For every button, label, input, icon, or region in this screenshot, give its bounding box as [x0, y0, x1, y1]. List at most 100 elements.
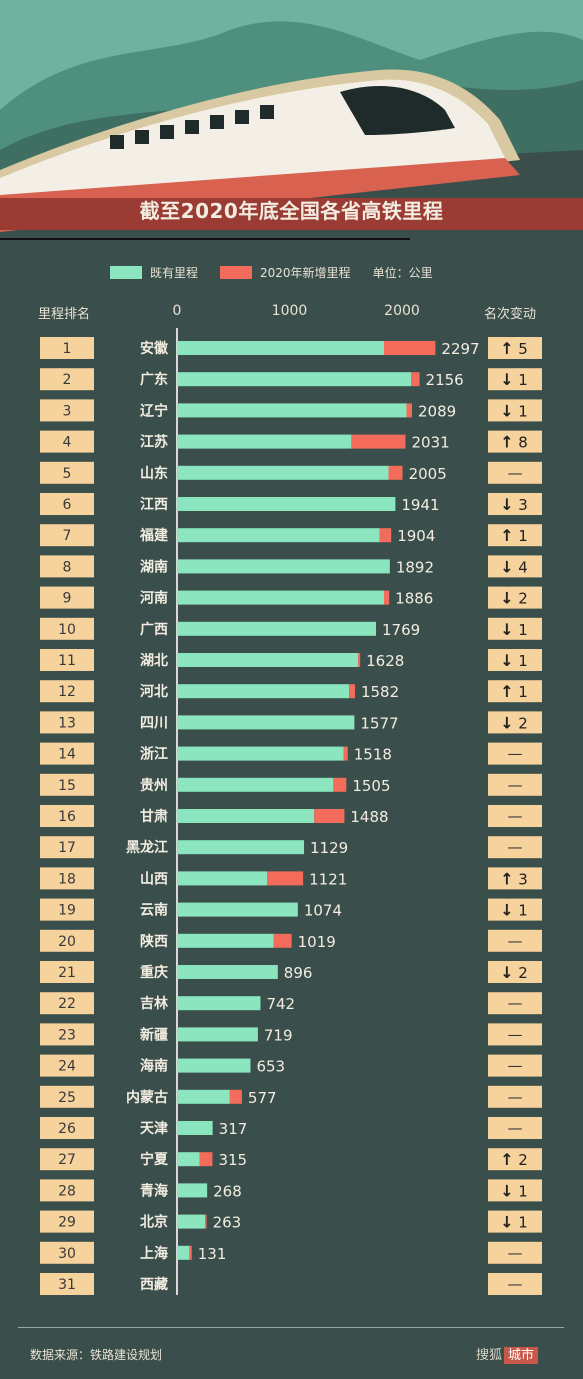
rank-label: 30	[58, 1246, 76, 1262]
bar-added	[267, 871, 304, 886]
change-label: —	[508, 1057, 523, 1075]
change-arrow-icon: ↑	[500, 682, 513, 701]
bar-existing	[177, 840, 305, 855]
change-label: 1	[518, 652, 528, 670]
bar-added	[384, 341, 436, 355]
change-badge	[488, 1148, 542, 1171]
total-label: 1518	[354, 746, 392, 764]
province-label: 江西	[140, 496, 168, 513]
change-arrow-icon: ↓	[500, 401, 513, 420]
bar-existing	[177, 559, 390, 574]
rank-label: 23	[58, 1027, 76, 1043]
change-label: 1	[518, 683, 528, 701]
change-label: 4	[518, 558, 528, 576]
change-badge	[488, 1210, 542, 1233]
rank-badge	[40, 1210, 94, 1233]
change-label: —	[508, 1119, 523, 1137]
unit-label: 单位：公里	[372, 266, 433, 280]
bar-existing	[177, 809, 315, 823]
total-label: 1129	[310, 839, 348, 857]
province-label: 海南	[140, 1058, 168, 1075]
change-badge	[488, 867, 542, 890]
change-label: —	[508, 1025, 523, 1043]
change-arrow-icon: ↑	[500, 1150, 513, 1169]
change-label: 1	[518, 402, 528, 420]
title-underline	[0, 238, 410, 240]
change-label: 2	[518, 1151, 528, 1169]
rank-badge	[40, 586, 94, 609]
total-label: 1892	[396, 558, 434, 576]
change-arrow-icon: ↓	[500, 557, 513, 576]
rank-badge	[40, 1023, 94, 1046]
bar-existing	[177, 434, 352, 449]
province-label: 甘肃	[140, 808, 168, 825]
change-label: 1	[518, 621, 528, 639]
change-badge	[488, 1179, 542, 1202]
bar-existing	[177, 590, 384, 605]
rank-label: 17	[58, 840, 76, 856]
rank-header: 里程排名	[38, 307, 91, 322]
change-badge	[488, 617, 542, 640]
x-tick-1000: 1000	[271, 303, 308, 319]
legend-unit: 单位：公里	[373, 264, 433, 281]
rank-badge	[40, 836, 94, 859]
rank-badge	[40, 368, 94, 391]
province-label: 重庆	[140, 964, 168, 981]
rank-badge	[40, 711, 94, 734]
rank-badge	[40, 430, 94, 453]
bar-existing	[177, 1058, 251, 1073]
total-label: 2297	[441, 340, 479, 358]
legend: 既有里程 2020年新增里程 单位：公里	[110, 264, 455, 281]
change-arrow-icon: ↓	[500, 495, 513, 514]
province-label: 青海	[140, 1182, 168, 1199]
total-label: 653	[256, 1058, 285, 1076]
change-arrow-icon: ↓	[500, 713, 513, 732]
change-badge	[488, 586, 542, 609]
change-badge	[488, 493, 542, 515]
change-badge	[488, 992, 542, 1015]
province-label: 贵州	[140, 777, 168, 794]
brand-tag: 城市	[504, 1347, 539, 1364]
total-label: 1019	[298, 933, 336, 951]
rank-label: 26	[58, 1121, 76, 1137]
change-label: —	[508, 1088, 523, 1106]
change-label: —	[508, 776, 523, 794]
brand-logo: 搜狐 城市	[476, 1344, 539, 1364]
rank-badge	[40, 524, 94, 547]
change-arrow-icon: ↓	[500, 963, 513, 982]
legend-added-swatch	[220, 266, 253, 279]
bar-existing	[177, 746, 344, 761]
bar-existing	[177, 777, 334, 792]
total-label: 263	[213, 1214, 242, 1232]
total-label: 317	[219, 1120, 248, 1138]
province-label: 四川	[140, 715, 168, 731]
total-label: 1941	[401, 496, 439, 514]
y-axis-line	[176, 328, 178, 1295]
rank-badge	[40, 1117, 94, 1139]
total-label: 719	[264, 1026, 293, 1044]
bar-added	[199, 1152, 213, 1167]
change-header: 名次变动	[484, 307, 537, 322]
province-label: 上海	[140, 1245, 168, 1262]
change-label: 5	[518, 340, 528, 358]
province-label: 吉林	[140, 995, 168, 1012]
bar-existing	[177, 1245, 190, 1260]
bar-existing	[177, 684, 350, 699]
change-label: 3	[518, 870, 528, 888]
bar-added	[343, 746, 348, 761]
total-label: 131	[198, 1245, 227, 1263]
change-arrow-icon: ↑	[500, 433, 513, 452]
bar-existing	[177, 465, 389, 480]
rank-badge	[40, 898, 94, 921]
change-label: 8	[518, 434, 528, 452]
rank-badge	[40, 461, 94, 484]
change-badge	[488, 1023, 542, 1046]
total-label: 1769	[382, 621, 420, 639]
province-label: 河北	[140, 683, 168, 700]
province-label: 安徽	[140, 340, 169, 357]
change-label: —	[508, 1244, 523, 1262]
change-label: 2	[518, 714, 528, 732]
total-label: 2005	[409, 465, 447, 483]
x-tick-2000: 2000	[384, 303, 420, 319]
rank-badge	[40, 555, 94, 578]
